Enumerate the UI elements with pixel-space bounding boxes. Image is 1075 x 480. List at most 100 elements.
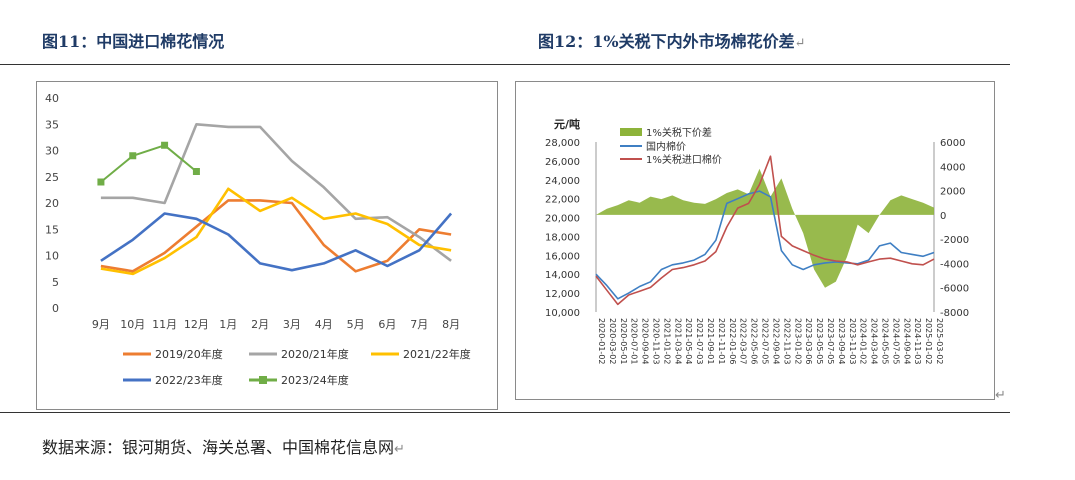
x-date-label: 2022-03-07 xyxy=(739,318,748,365)
series-line xyxy=(100,199,452,273)
y2-tick-label: 0 xyxy=(940,211,946,222)
x-date-label: 2021-09-01 xyxy=(706,318,715,365)
data-point-marker xyxy=(192,168,200,175)
y-tick-label: 0 xyxy=(52,302,59,315)
data-source-text: 数据来源：银河期货、海关总署、中国棉花信息网 xyxy=(42,438,395,457)
y-tick-label: 15 xyxy=(45,223,59,236)
x-date-label: 2022-01-06 xyxy=(728,318,737,365)
figure11-title-text: 图11：中国进口棉花情况 xyxy=(42,32,225,51)
x-date-label: 2023-09-04 xyxy=(837,318,846,365)
x-date-label: 2024-03-04 xyxy=(870,318,879,365)
x-date-label: 2022-11-03 xyxy=(782,318,791,365)
x-date-label: 2021-01-02 xyxy=(662,318,671,365)
legend-label: 2020/21年度 xyxy=(281,347,349,361)
y-tick-label: 40 xyxy=(45,92,59,105)
x-date-label: 2024-11-03 xyxy=(913,318,922,365)
china-cotton-import-chart: 0 5 10 15 20 25 30 35 40 9月 10月 11月 12月 1月 2月 3月 4月 5月 6月 7… xyxy=(45,92,471,387)
y-tick-label: 5 xyxy=(52,276,59,289)
data-source-note: 数据来源：银河期货、海关总署、中国棉花信息网↵ xyxy=(42,434,405,458)
y-tick-label: 10 xyxy=(45,250,59,263)
legend-swatch xyxy=(620,128,642,136)
legend-label: 2021/22年度 xyxy=(403,347,471,361)
y-tick-label: 35 xyxy=(45,118,59,131)
price-line xyxy=(595,155,935,306)
x-tick-label: 12月 xyxy=(184,318,209,331)
y-tick-label: 14,000 xyxy=(545,270,580,281)
y2-tick-label: -8000 xyxy=(940,308,969,319)
x-tick-label: 5月 xyxy=(347,318,365,331)
figure11-title: 图11：中国进口棉花情况 xyxy=(42,28,224,52)
x-date-label: 2021-05-04 xyxy=(684,318,693,365)
chart2-panel: 元/吨 10,000 12,000 14,000 16,000 18,000 20,000 2… xyxy=(515,81,995,400)
y-tick-label: 24,000 xyxy=(545,176,580,187)
x-date-label: 2020-09-04 xyxy=(641,318,650,365)
legend-label: 2022/23年度 xyxy=(155,373,223,387)
y-tick-label: 25 xyxy=(45,171,59,184)
y-axis-unit-label: 元/吨 xyxy=(554,117,580,131)
legend-label: 1%关税下价差 xyxy=(646,126,712,139)
x-tick-label: 11月 xyxy=(152,318,177,331)
figure12-title: 图12：1%关税下内外市场棉花价差↵ xyxy=(538,28,806,52)
x-date-label: 2024-01-02 xyxy=(859,318,868,365)
legend-label: 2023/24年度 xyxy=(281,373,349,387)
paragraph-mark: ↵ xyxy=(995,388,1006,403)
x-date-label: 2025-01-02 xyxy=(924,318,933,365)
y2-tick-label: 4000 xyxy=(940,162,965,173)
x-date-label: 2020-07-01 xyxy=(630,318,639,365)
x-tick-label: 4月 xyxy=(315,318,333,331)
y-tick-label: 20,000 xyxy=(545,214,580,225)
x-tick-label: 9月 xyxy=(92,318,110,331)
x-tick-label: 1月 xyxy=(219,318,237,331)
y2-tick-label: 2000 xyxy=(940,187,965,198)
x-date-label: 2025-03-02 xyxy=(935,318,944,365)
y-tick-label: 28,000 xyxy=(545,138,580,149)
series-line xyxy=(100,212,453,272)
y2-tick-label: -2000 xyxy=(940,235,969,246)
x-date-label: 2022-05-06 xyxy=(750,318,759,365)
legend-label: 国内棉价 xyxy=(646,140,686,153)
x-date-label: 2022-07-05 xyxy=(761,318,770,365)
data-point-marker xyxy=(129,152,137,160)
x-tick-label: 6月 xyxy=(378,318,396,331)
x-date-label: 2023-07-05 xyxy=(826,318,835,365)
x-date-label: 2021-11-01 xyxy=(717,318,726,365)
x-date-label: 2022-09-04 xyxy=(771,318,780,365)
x-date-label: 2020-05-01 xyxy=(619,318,628,365)
spread-area xyxy=(596,168,934,288)
x-date-label: 2020-11-03 xyxy=(652,318,661,365)
x-date-label: 2024-09-04 xyxy=(902,318,911,365)
legend-label: 1%关税进口棉价 xyxy=(646,153,722,166)
y-tick-label: 20 xyxy=(45,197,59,210)
series-line xyxy=(100,144,198,183)
y-tick-label: 22,000 xyxy=(545,195,580,206)
series-line xyxy=(100,187,452,276)
x-date-label: 2021-07-03 xyxy=(695,318,704,365)
y-tick-label: 12,000 xyxy=(545,289,580,300)
x-tick-label: 10月 xyxy=(120,318,145,331)
y-tick-label: 16,000 xyxy=(545,251,580,262)
x-date-label: 2023-01-02 xyxy=(793,318,802,365)
x-date-label: 2023-11-03 xyxy=(848,318,857,365)
x-tick-label: 2月 xyxy=(251,318,269,331)
x-date-label: 2020-03-02 xyxy=(608,318,617,365)
chart1-panel: 0 5 10 15 20 25 30 35 40 9月 10月 11月 12月 1月 2月 3月 4月 5月 6月 7… xyxy=(36,81,498,410)
y2-tick-label: -4000 xyxy=(940,259,969,270)
y-tick-label: 26,000 xyxy=(545,157,580,168)
paragraph-mark: ↵ xyxy=(394,442,405,457)
top-rule xyxy=(0,64,1010,65)
series-line xyxy=(100,123,452,262)
x-date-label: 2020-01-02 xyxy=(597,318,606,365)
y-tick-label: 30 xyxy=(45,145,59,158)
paragraph-mark: ↵ xyxy=(794,36,806,51)
y-tick-label: 10,000 xyxy=(545,308,580,319)
y2-tick-label: -6000 xyxy=(940,284,969,295)
x-date-label: 2023-05-05 xyxy=(815,318,824,365)
bottom-rule xyxy=(0,412,1010,413)
y-tick-label: 18,000 xyxy=(545,232,580,243)
legend-marker xyxy=(259,376,267,384)
price-line xyxy=(595,190,935,300)
x-date-label: 2021-03-04 xyxy=(673,318,682,365)
x-tick-label: 3月 xyxy=(283,318,301,331)
x-tick-label: 7月 xyxy=(410,318,428,331)
cotton-price-spread-chart: 元/吨 10,000 12,000 14,000 16,000 18,000 20,000 2… xyxy=(545,117,969,365)
